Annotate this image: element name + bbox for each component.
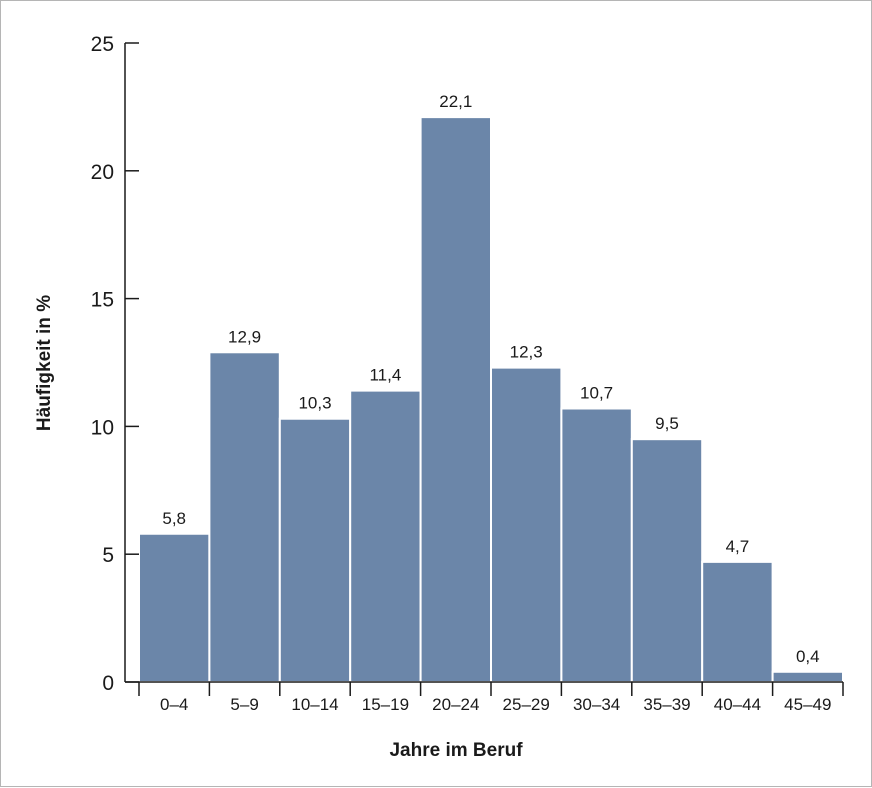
value-label-45–49: 0,4 (796, 647, 820, 666)
x-tick-label-20–24: 20–24 (432, 695, 479, 714)
x-axis: 0–4 5–9 10–14 15–19 20–24 25–29 30–34 35–39 40–4… (125, 681, 844, 714)
bar-30–34 (560, 407, 633, 683)
x-tick-label-0–4: 0–4 (160, 695, 188, 714)
bar-20–24 (419, 116, 493, 683)
bar-40–44 (701, 560, 774, 683)
bar-25–29 (490, 366, 563, 683)
value-label-20–24: 22,1 (439, 92, 472, 111)
value-label-30–34: 10,7 (580, 384, 613, 403)
x-tick-label-35–39: 35–39 (643, 695, 690, 714)
x-axis-title: Jahre im Beruf (389, 740, 523, 761)
bar-5–9 (208, 351, 281, 683)
bar-10–14 (278, 417, 352, 683)
y-tick-label-0: 0 (102, 672, 114, 695)
bar-35–39 (630, 438, 704, 683)
y-axis-title: Häufigkeit in % (34, 295, 55, 431)
x-tick-label-25–29: 25–29 (503, 695, 550, 714)
value-label-25–29: 12,3 (510, 343, 543, 362)
y-tick-label-10: 10 (91, 416, 114, 439)
bar-15–19 (349, 389, 422, 683)
value-label-35–39: 9,5 (655, 414, 679, 433)
x-tick-label-30–34: 30–34 (573, 695, 620, 714)
bar-45–49 (771, 670, 844, 684)
y-tick-label-15: 15 (91, 289, 114, 312)
x-tick-label-45–49: 45–49 (784, 695, 831, 714)
value-label-10–14: 10,3 (298, 394, 331, 413)
y-axis: 0 5 10 15 20 25 (91, 33, 139, 695)
x-tick-label-40–44: 40–44 (714, 695, 761, 714)
x-tick-label-10–14: 10–14 (291, 695, 338, 714)
value-label-40–44: 4,7 (726, 537, 750, 556)
x-tick-label-15–19: 15–19 (362, 695, 409, 714)
value-label-15–19: 11,4 (369, 366, 401, 385)
y-tick-label-20: 20 (91, 161, 114, 184)
x-tick-label-5–9: 5–9 (230, 695, 258, 714)
y-tick-label-25: 25 (91, 33, 114, 56)
value-label-0–4: 5,8 (162, 509, 186, 528)
value-labels-group: 5,8 12,9 10,3 11,4 22,1 12,3 10,7 9,5 4,7 0,4 (162, 92, 819, 666)
value-label-5–9: 12,9 (228, 327, 261, 346)
bars-group (138, 116, 844, 684)
bar-0–4 (138, 532, 211, 684)
y-tick-label-5: 5 (102, 544, 114, 567)
